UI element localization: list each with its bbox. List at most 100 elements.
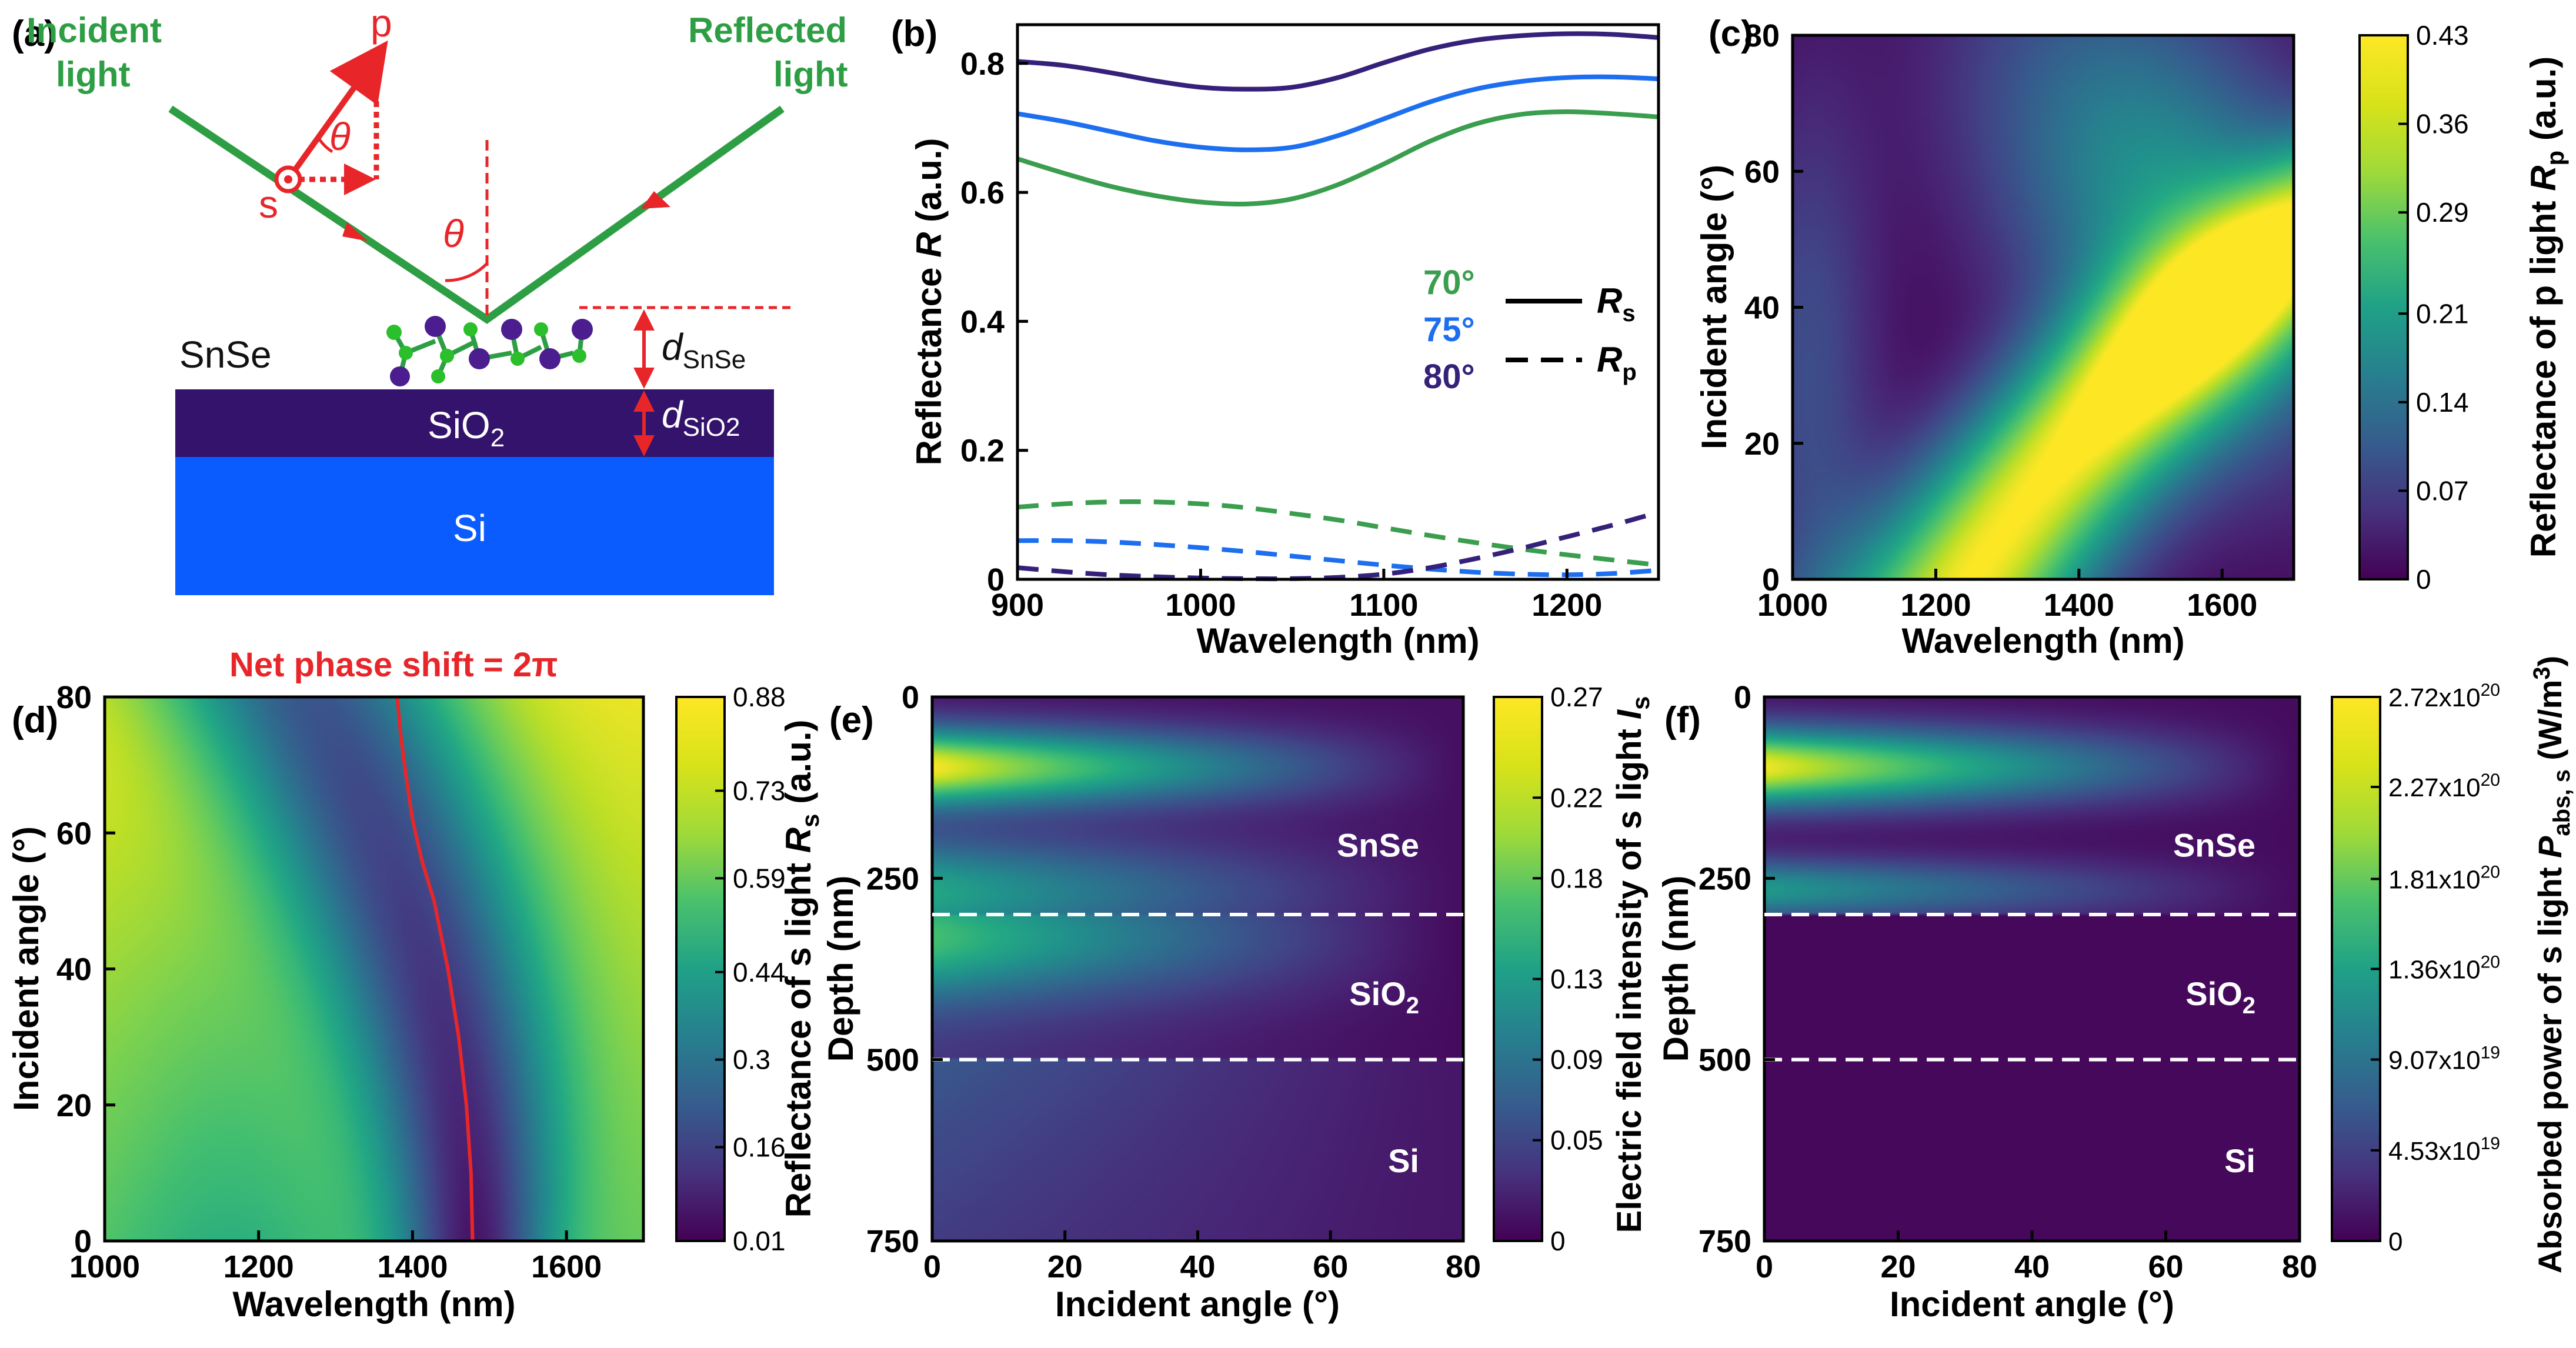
phase-shift-annotation: Net phase shift = 2π <box>229 646 558 684</box>
x-tick-label: 1400 <box>2044 588 2114 623</box>
panel-e-heatmap <box>932 697 1463 1241</box>
series-line-70-rs <box>1016 109 1659 207</box>
snse-layer-label: SnSe <box>179 333 272 376</box>
colorbar-tick-label: 0.29 <box>2416 197 2469 228</box>
y-tick-label: 20 <box>56 1088 92 1123</box>
panel-label-f: (f) <box>1664 700 1701 740</box>
incident-arrowhead <box>342 222 368 241</box>
panel-c-ylabel: Incident angle (°) <box>1694 165 1734 449</box>
region-label: Si <box>2224 1142 2255 1179</box>
sio2-layer-label: SiO2 <box>428 404 505 452</box>
d-snse-label: dSnSe <box>662 326 746 374</box>
panel-c-xlabel: Wavelength (nm) <box>1901 621 2184 660</box>
panel-c-heatmap <box>1793 35 2294 579</box>
theta-label-right: θ <box>443 212 464 255</box>
colorbar-tick-label: 0 <box>1550 1226 1566 1256</box>
incident-light-label: Incident <box>26 11 162 50</box>
panel-b-frame <box>1016 23 1660 581</box>
y-tick-label: 500 <box>1699 1043 1751 1078</box>
region-label: SnSe <box>1337 826 1419 863</box>
panel-e-ylabel: Depth (nm) <box>821 876 860 1062</box>
x-tick-label: 0 <box>923 1249 941 1284</box>
s-label: s <box>259 182 278 226</box>
panel-f-ylabel: Depth (nm) <box>1656 876 1696 1062</box>
colorbar-tick-label: 0.05 <box>1550 1125 1603 1156</box>
colorbar-tick-label: 0.36 <box>2416 109 2469 139</box>
si-substrate <box>175 457 774 595</box>
colorbar-tick-label: 0.09 <box>1550 1045 1603 1075</box>
x-tick-label: 1600 <box>531 1249 602 1284</box>
y-tick-label: 0 <box>74 1224 92 1259</box>
colorbar-tick-label: 0.3 <box>733 1045 770 1075</box>
theta-arc-right <box>445 262 488 282</box>
reflected-light-label: Reflected <box>688 11 847 50</box>
colorbar-tick-label: 0 <box>2388 1227 2403 1256</box>
colorbar-tick-label: 0.07 <box>2416 475 2469 506</box>
y-tick-label: 40 <box>56 952 92 987</box>
panel-e-xlabel: Incident angle (°) <box>1055 1284 1340 1324</box>
y-tick-label: 0 <box>987 562 1005 598</box>
legend-75: 75° <box>1423 311 1475 349</box>
panel-d-heatmap <box>105 697 643 1241</box>
y-tick-label: 750 <box>1699 1224 1751 1259</box>
panel-f: (f) SnSe SiO2 Si 0 20 40 60 80 0 250 500 750 Incid… <box>1656 656 2575 1324</box>
colorbar-tick-label: 0.21 <box>2416 298 2469 329</box>
y-tick-label: 0.2 <box>960 433 1005 469</box>
panel-c-colorbar <box>2358 34 2409 580</box>
reflected-arrowhead <box>641 191 670 209</box>
snse-atoms <box>386 316 593 386</box>
y-tick-label: 500 <box>866 1043 919 1078</box>
colorbar-tick-label: 0.27 <box>1550 682 1603 712</box>
panel-b-ylabel: Reflectance R (a.u.) <box>909 138 949 466</box>
colorbar-tick-label: 4.53x1019 <box>2388 1134 2500 1166</box>
x-tick-label: 20 <box>1047 1249 1083 1284</box>
colorbar-tick-label: 1.36x1020 <box>2388 953 2500 985</box>
colorbar-tick-label: 0.01 <box>733 1226 786 1256</box>
panel-label-d: (d) <box>12 700 58 740</box>
d-sio2-label: dSiO2 <box>662 393 740 442</box>
x-tick-label: 60 <box>2148 1249 2183 1284</box>
p-label: p <box>371 1 392 45</box>
x-tick-label: 40 <box>1180 1249 1215 1284</box>
y-tick-label: 0.4 <box>960 304 1005 339</box>
incident-light-label-2: light <box>56 55 131 94</box>
p-polarization-arrow <box>285 40 388 181</box>
colorbar-tick-label: 0.22 <box>1550 782 1603 813</box>
y-tick-label: 0.8 <box>960 46 1005 82</box>
panel-a: (a) Incident light Reflected light θ p s… <box>12 1 848 595</box>
colorbar-tick-label: 2.72x1020 <box>2388 680 2500 712</box>
x-tick-label: 80 <box>2282 1249 2317 1284</box>
colorbar-tick-label: 0 <box>2416 564 2431 595</box>
reflected-light-label-2: light <box>773 55 848 94</box>
panel-label-e: (e) <box>829 700 874 740</box>
y-tick-label: 750 <box>866 1224 919 1259</box>
y-tick-label: 0.6 <box>960 175 1005 211</box>
legend-rs-label: Rs <box>1597 281 1636 326</box>
y-tick-label: 40 <box>1744 291 1780 326</box>
series-line-70-rp <box>1017 499 1659 568</box>
panel-e: (e) SnSe SiO2 Si 0 20 40 60 80 0 250 500 750 Incid… <box>821 680 1654 1324</box>
x-tick-label: 80 <box>1446 1249 1481 1284</box>
s-polarization-dot <box>284 175 292 183</box>
colorbar-tick-label: 0.14 <box>2416 387 2469 418</box>
legend-rp-label: Rp <box>1597 340 1637 385</box>
colorbar-tick-label: 9.07x1019 <box>2388 1043 2500 1075</box>
x-tick-label: 1200 <box>1531 588 1602 623</box>
x-tick-label: 60 <box>1313 1249 1348 1284</box>
theta-arc-left <box>316 135 333 154</box>
x-tick-label: 1600 <box>2187 588 2257 623</box>
phase-shift-curve <box>395 696 475 1242</box>
panel-label-b: (b) <box>891 14 937 54</box>
x-tick-label: 1000 <box>1757 588 1828 623</box>
x-tick-label: 900 <box>991 588 1044 623</box>
x-tick-label: 20 <box>1880 1249 1916 1284</box>
panel-label-c: (c) <box>1709 14 1753 54</box>
panel-c-cblabel: Reflectance of p light Rp (a.u.) <box>2524 56 2569 558</box>
panel-f-cblabel: Absorbed power of s light Pabs, s (W/m3) <box>2529 656 2575 1273</box>
colorbar-tick-label: 0.43 <box>2416 20 2469 51</box>
colorbar-tick-label: 1.81x1020 <box>2388 862 2500 894</box>
colorbar-tick-label: 0.16 <box>733 1132 786 1163</box>
panel-b-legend: 70° 75° 80° Rs Rp <box>1423 263 1637 396</box>
x-tick-label: 1200 <box>223 1249 294 1284</box>
